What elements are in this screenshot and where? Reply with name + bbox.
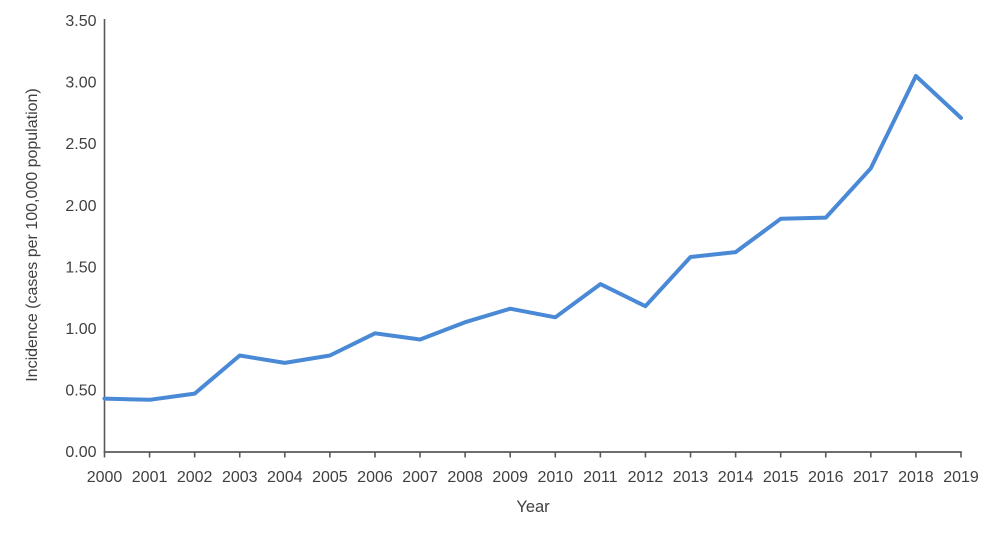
y-axis-title: Incidence (cases per 100,000 population) [24,88,41,382]
x-tick-label: 2015 [763,469,799,486]
x-tick-label: 2014 [718,469,754,486]
x-axis-tick-labels: 2000 2001 2002 2003 2004 2005 2006 2007 2008 2009… [87,452,979,486]
x-tick-label: 2012 [628,469,664,486]
x-tick-label: 2016 [808,469,844,486]
y-tick-label: 1.50 [65,259,96,276]
x-tick-label: 2018 [898,469,934,486]
x-tick-label: 2009 [492,469,528,486]
x-tick-label: 2005 [312,469,348,486]
incidence-series-line [102,74,963,402]
x-tick-label: 2008 [447,469,483,486]
x-tick-label: 2004 [267,469,303,486]
y-tick-label: 2.00 [65,198,96,215]
x-tick-label: 2002 [177,469,213,486]
x-tick-label: 2006 [357,469,393,486]
x-tick-label: 2010 [537,469,573,486]
y-tick-label: 0.00 [65,444,96,461]
y-tick-label: 2.50 [65,136,96,153]
x-tick-label: 2019 [943,469,979,486]
y-tick-label: 3.00 [65,75,96,92]
x-tick-label: 2013 [673,469,709,486]
x-tick-label: 2011 [583,469,618,486]
x-tick-label: 2017 [853,469,889,486]
x-tick-label: 2007 [402,469,438,486]
y-tick-label: 1.00 [65,321,96,338]
y-tick-label: 0.50 [65,382,96,399]
x-tick-label: 2000 [87,469,123,486]
y-axis-tick-labels: 0.00 0.50 1.00 1.50 2.00 2.50 3.00 3.50 [65,13,96,461]
x-tick-label: 2001 [132,469,168,486]
x-axis-title: Year [516,498,550,516]
y-tick-label: 3.50 [65,13,96,30]
x-tick-label: 2003 [222,469,258,486]
